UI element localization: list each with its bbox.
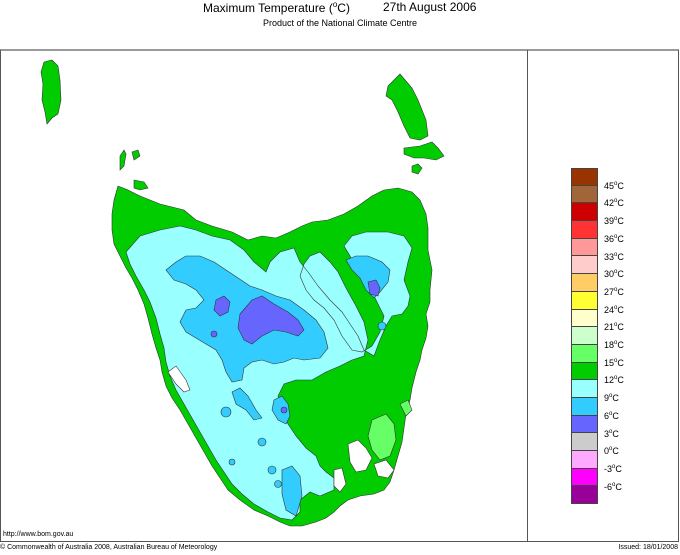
legend-label: 33oC: [604, 251, 624, 262]
legend-label: 36oC: [604, 233, 624, 244]
legend-swatch: [571, 468, 598, 487]
legend-label: -6oC: [604, 481, 622, 492]
cape-barren-island: [403, 141, 445, 161]
band-15-18: [367, 413, 397, 461]
legend-swatch: [571, 362, 598, 381]
map-title: Maximum Temperature (oC): [203, 0, 350, 15]
panel-divider: [527, 50, 528, 542]
legend-swatch: [571, 238, 598, 257]
legend-swatch: [571, 221, 598, 239]
legend-swatch: [571, 451, 598, 469]
map-date: 27th August 2006: [383, 0, 477, 14]
legend-label: 18oC: [604, 340, 624, 350]
legend-swatch: [571, 168, 598, 186]
clarke-island: [411, 163, 423, 175]
source-url: http://www.bom.gov.au: [3, 531, 74, 538]
map-header: Maximum Temperature (oC) 27th August 200…: [0, 0, 680, 15]
legend-swatch: [571, 291, 598, 310]
legend-swatch: [571, 486, 598, 505]
macquarie-harbour: [167, 365, 191, 393]
legend-swatch: [571, 256, 598, 275]
legend-label: 42oC: [604, 198, 624, 209]
king-island: [40, 59, 62, 125]
legend-label: 21oC: [604, 322, 624, 333]
legend-label: 24oC: [604, 304, 624, 315]
legend-swatch: [571, 309, 598, 328]
flinders-island: [385, 73, 429, 141]
band-3-6: [237, 295, 305, 345]
map-subtitle: Product of the National Climate Centre: [262, 18, 418, 28]
legend-swatch: [571, 433, 598, 451]
legend-label: 6oC: [604, 410, 619, 421]
issued-date: Issued: 18/01/2008: [618, 544, 678, 551]
legend-swatch: [571, 203, 598, 222]
derwent-estuary: [347, 439, 373, 473]
map-frame: [0, 49, 679, 542]
legend-label: 45oC: [604, 180, 624, 191]
legend-swatch: [571, 380, 598, 398]
legend-label: 0oC: [604, 446, 619, 457]
legend-label: 15oC: [604, 357, 624, 368]
legend-label: 30oC: [604, 269, 624, 280]
legend-swatch: [571, 397, 598, 416]
legend-label: 39oC: [604, 216, 624, 227]
legend-swatch: [571, 415, 598, 434]
legend-label: 12oC: [604, 375, 624, 386]
temperature-legend: [571, 168, 598, 505]
legend-label: 27oC: [604, 286, 624, 297]
band-9-12: [125, 225, 413, 521]
legend-swatch: [571, 344, 598, 363]
legend-label: 9oC: [604, 393, 619, 404]
legend-swatch: [571, 327, 598, 345]
legend-swatch: [571, 185, 598, 204]
temperature-map: [1, 51, 527, 541]
tasmania-map-graphic: [40, 59, 445, 527]
legend-label: 3oC: [604, 428, 619, 439]
copyright-notice: © Commonwealth of Australia 2008, Austra…: [0, 544, 218, 551]
legend-swatch: [571, 274, 598, 292]
legend-label: -3oC: [604, 463, 622, 474]
